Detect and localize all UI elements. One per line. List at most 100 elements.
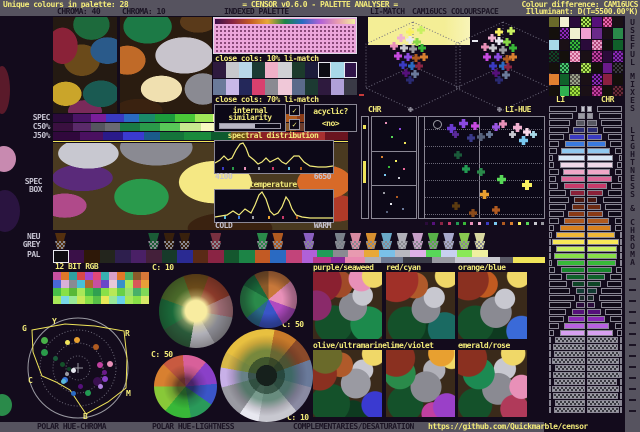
chroma-10-panel [120,17,212,113]
close-cols-row-70 [213,79,358,95]
chr-bar-left [573,127,585,133]
polar-dot [67,367,71,371]
li-bar-left [549,267,555,273]
chart-tick [224,216,226,219]
similarity-progress-bar [219,123,281,129]
li-bar-left [549,239,551,245]
chr-bar-left [568,211,585,217]
chr-bar-right [587,274,605,280]
palette-swatch[interactable] [208,250,224,263]
wheel-label: C: 50 [151,350,173,359]
mix-swatch [602,85,613,96]
neu-cup [148,233,160,241]
palette-swatch[interactable] [53,250,69,263]
chr-bar-left [553,372,585,378]
palette-swatch[interactable] [161,250,178,263]
li-bar-right [619,155,622,161]
li-bar-left [549,295,575,301]
palette-swatch[interactable] [84,250,100,263]
palette-rainbow-strip [215,19,355,24]
chr-bar-right [587,176,612,182]
palette-swatch[interactable] [115,250,131,263]
chr-bar-right [587,267,612,273]
palette-swatch[interactable] [130,250,147,263]
polar-dot [93,344,99,350]
neu-cup [381,233,393,241]
mini-dot [402,208,404,210]
mix-swatch [549,28,559,39]
chr-bar-right [587,218,609,224]
similarity-checkbox[interactable]: ✓ [289,119,300,130]
mix-swatch [591,39,602,51]
comp-panel-label: olive/ultramarine [313,341,387,350]
neu-cup [412,233,424,241]
mix-swatch [581,17,591,28]
rgb12-label: 12 BIT RGB [55,262,99,271]
li-bar-right [620,386,622,392]
scatter-flower-marker [452,131,459,138]
palette-swatch[interactable] [192,250,209,263]
mini-dot [395,160,397,162]
chr-bar-right [587,106,592,112]
mix-swatch [613,74,623,85]
li-bar-right [620,253,622,259]
palette-swatch[interactable] [285,250,302,263]
scatter-axis-strip [361,116,369,219]
palette-swatch[interactable] [177,250,193,263]
palette-swatch[interactable] [99,250,116,263]
palette-swatch[interactable] [254,250,271,263]
close-col-swatch [343,79,358,95]
scatter-ring-marker [433,120,442,129]
li-bar-right [620,260,622,266]
chart-tick [238,216,240,219]
mix-swatch [570,17,581,28]
chr-bar-left [578,113,585,119]
li-bars-label: LI [556,95,565,104]
close-col-swatch [239,62,253,78]
mix-swatch [549,39,559,51]
mini-dot [403,168,405,170]
chr-bar-right [587,330,613,336]
palette-swatch[interactable] [68,250,85,263]
li-bar-right [615,225,622,231]
chr-bar-right [587,155,613,161]
mix-swatch [559,74,570,85]
li-bar-right [597,106,622,112]
palette-swatch[interactable] [239,250,255,263]
polar-hue-chroma-plot: G Y R C M B [22,317,131,421]
chr-bar-right [587,393,618,399]
illuminant-label: Illuminant: D(T=5500.00°K) [525,7,639,16]
close-cols-10-label: close cols: 10% li-match [215,54,319,63]
close-col-swatch [330,62,344,78]
polar-dot [65,372,69,376]
li-bar-left [549,155,553,161]
palette-swatch[interactable] [223,250,240,263]
close-col-swatch [343,62,358,78]
palette-swatch[interactable] [146,250,162,263]
li-bar-right [620,400,622,406]
neu-cup [458,233,470,241]
github-url[interactable]: https://github.com/Quickmarble/censor [428,422,588,431]
svg-text:Y: Y [52,317,57,326]
grey-cup [365,241,377,249]
li-bar-right [599,295,622,301]
chr-bar-right [587,148,610,154]
li-bar-left [549,183,558,189]
li-bar-left [549,407,551,413]
li-bar-left [549,302,571,308]
scatter-tick [526,222,529,225]
mini-dot [386,211,388,213]
polar-dot [102,376,108,382]
palette-swatch[interactable] [270,250,286,263]
chr-bar-left [558,155,585,161]
acyclic-checkbox[interactable]: ✓ [289,105,300,116]
scatter-flower-marker [467,134,475,142]
li-bar-right [608,211,622,217]
scatter-flower-marker [471,122,479,130]
scatter-tick [448,222,451,225]
complementaries-caption: COMPLEMENTARIES/DESATURATION [293,422,414,431]
chr-bar-right [587,120,597,126]
polar-dot [70,367,76,373]
neu-cup [365,233,377,241]
spectral-distribution-chart [214,140,334,174]
